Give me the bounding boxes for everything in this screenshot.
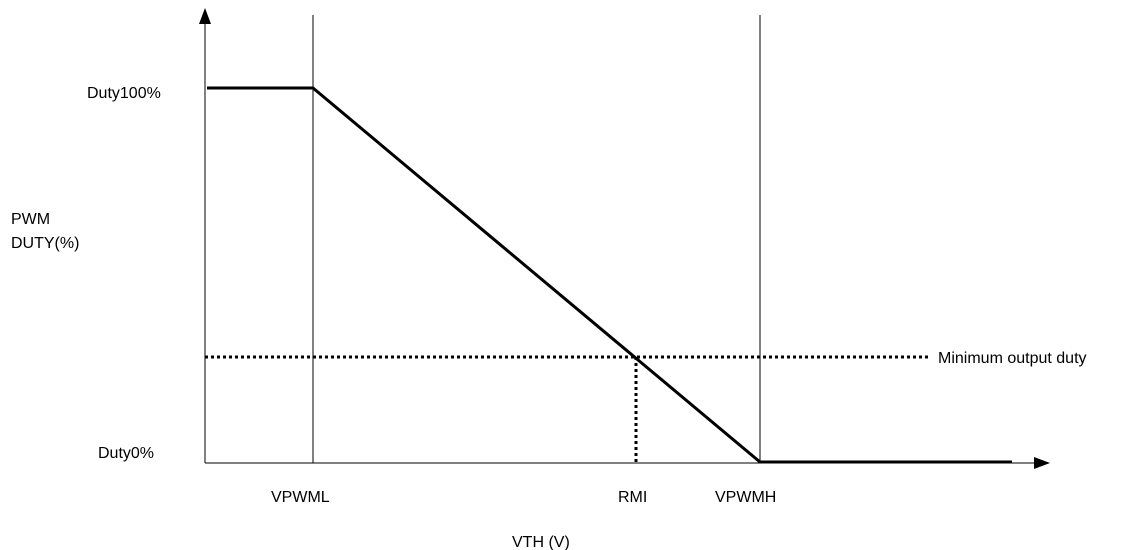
label-duty-0: Duty0%	[98, 445, 154, 462]
label-duty-100: Duty100%	[87, 85, 161, 102]
y-axis-arrowhead	[199, 8, 211, 24]
label-vpwml: VPWML	[271, 489, 330, 506]
y-axis-title-line1: PWM	[11, 211, 50, 228]
label-vpwmh: VPWMH	[715, 489, 776, 506]
duty-curve	[207, 86, 1012, 464]
label-rmi: RMI	[618, 489, 647, 506]
x-axis-arrowhead	[1034, 457, 1050, 469]
x-axis-title: VTH (V)	[512, 534, 570, 550]
label-minimum-output-duty: Minimum output duty	[938, 350, 1087, 367]
y-axis-title-line2: DUTY(%)	[11, 235, 79, 252]
